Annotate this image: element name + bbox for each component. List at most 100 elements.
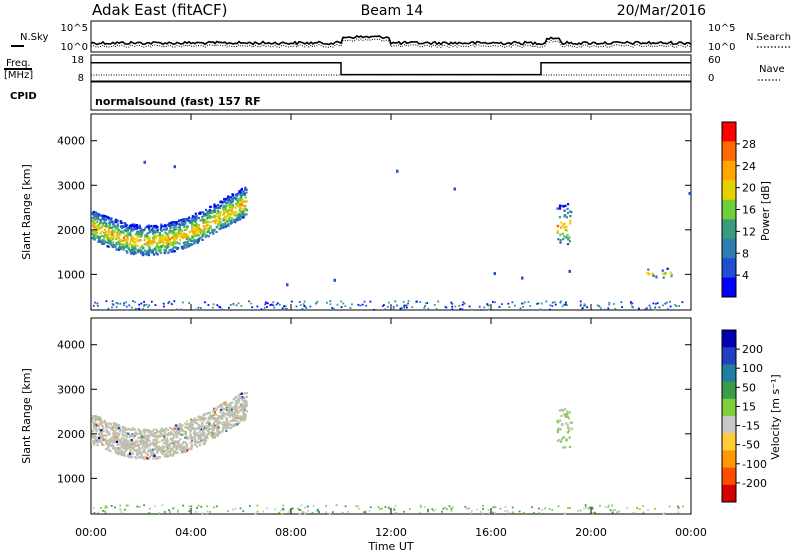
scatter-cell (105, 422, 108, 425)
scatter-cell (272, 301, 275, 304)
scatter-cell (128, 233, 131, 236)
scatter-cell (204, 438, 207, 441)
scatter-cell (98, 436, 101, 440)
scatter-cell (135, 433, 138, 436)
scatter-cell (204, 417, 207, 420)
scatter-cell (150, 241, 153, 244)
scatter-cell (222, 408, 225, 411)
colorbar-swatch (722, 160, 736, 181)
scatter-cell (124, 426, 127, 429)
scatter-cell (134, 431, 138, 434)
scatter-cell (116, 223, 119, 226)
scatter-cell (596, 304, 599, 307)
scatter-cell (196, 225, 199, 228)
scatter-cell (163, 454, 166, 457)
scatter-cell (219, 220, 222, 223)
scatter-cell (102, 214, 105, 217)
scatter-cell (220, 408, 223, 411)
scatter-cell (240, 402, 243, 405)
scatter-cell (563, 226, 566, 229)
scatter-cell (162, 442, 165, 445)
scatter-cell (116, 432, 119, 435)
scatter-cell (560, 438, 563, 441)
scatter-cell (120, 452, 123, 455)
scatter-cell (178, 228, 181, 231)
scatter-cell (454, 305, 457, 308)
scatter-cell (117, 440, 120, 443)
scatter-cell (241, 416, 244, 419)
scatter-cell (188, 243, 191, 246)
scatter-cell (218, 430, 221, 433)
scatter-cell (172, 222, 175, 225)
scatter-cell (662, 512, 665, 515)
scatter-cell (212, 425, 215, 428)
scatter-cell (193, 217, 196, 220)
scatter-cell (141, 251, 144, 254)
scatter-cell (221, 223, 224, 226)
scatter-cell (222, 423, 225, 426)
scatter-cell (589, 506, 591, 509)
scatter-cell (195, 218, 198, 221)
scatter-cell (538, 507, 540, 510)
scatter-cell (467, 507, 470, 510)
scatter-cell (91, 217, 94, 220)
scatter-cell (369, 506, 372, 509)
scatter-cell (222, 205, 226, 208)
scatter-cell (567, 417, 571, 420)
scatter-cell (122, 231, 125, 235)
scatter-cell (631, 302, 634, 305)
scatter-cell (222, 411, 225, 414)
scatter-cell (243, 417, 246, 421)
scatter-cell (105, 300, 108, 303)
scatter-cell (584, 504, 587, 506)
scatter-cell (101, 224, 104, 228)
time-axis-label: Time UT (367, 540, 413, 553)
scatter-cell (427, 510, 429, 513)
scatter-cell (130, 306, 133, 309)
scatter-cell (403, 306, 406, 309)
scatter-cell (158, 247, 161, 250)
scatter-cell (200, 231, 203, 234)
scatter-cell (124, 508, 126, 511)
scatter-cell (138, 303, 141, 306)
scatter-cell (332, 511, 334, 513)
scatter-cell (143, 249, 147, 252)
scatter-cell (196, 422, 199, 425)
scatter-cell (283, 305, 285, 308)
scatter-cell (648, 304, 651, 307)
scatter-cell (193, 234, 196, 237)
scatter-cell (238, 191, 241, 194)
scatter-cell (125, 504, 128, 507)
scatter-cell (239, 395, 242, 398)
scatter-cell (600, 307, 602, 310)
scatter-cell (134, 233, 137, 236)
nsky-right-tick-bottom: 10^0 (708, 42, 735, 53)
scatter-cell (236, 193, 239, 196)
scatter-cell (185, 237, 188, 241)
scatter-cell (198, 212, 201, 215)
scatter-cell (225, 412, 228, 415)
scatter-cell (94, 438, 97, 441)
scatter-cell (233, 219, 236, 222)
scatter-cell (408, 508, 411, 510)
scatter-cell (103, 421, 106, 424)
scatter-cell (238, 199, 241, 202)
scatter-cell (241, 216, 244, 219)
scatter-cell (213, 203, 216, 206)
scatter-cell (179, 235, 183, 238)
scatter-cell (189, 238, 192, 241)
colorbar-swatch (722, 467, 736, 486)
scatter-cell (190, 244, 193, 247)
scatter-cell (125, 301, 127, 304)
scatter-cell (559, 226, 563, 229)
scatter-cell (203, 228, 206, 231)
scatter-cell (523, 301, 526, 304)
scatter-cell (563, 303, 566, 306)
scatter-cell (158, 233, 161, 236)
scatter-cell (205, 224, 208, 227)
scatter-cell (105, 443, 108, 446)
scatter-cell (311, 512, 314, 514)
scatter-cell (135, 224, 138, 227)
scatter-cell (114, 426, 117, 429)
